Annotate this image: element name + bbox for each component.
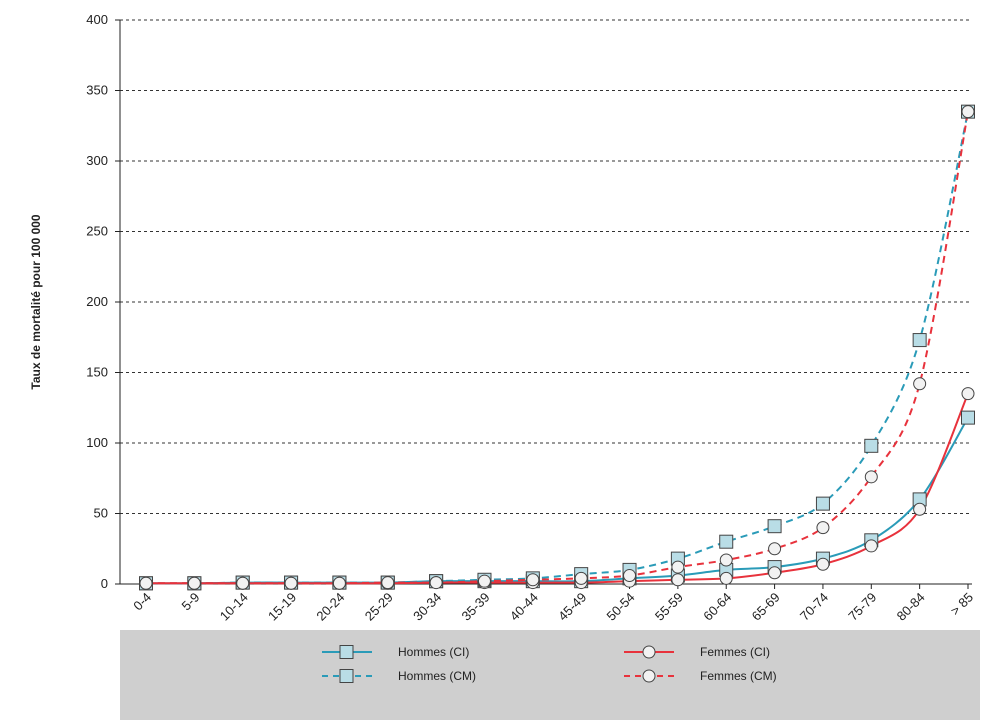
data-point-femmes-cm — [284, 576, 298, 590]
data-point-femmes-ci — [913, 502, 927, 516]
y-tick-label: 400 — [86, 12, 108, 27]
y-tick-label: 250 — [86, 224, 108, 239]
legend-box — [120, 630, 980, 720]
y-tick-label: 100 — [86, 435, 108, 450]
legend-label-hommes-cm: Hommes (CM) — [398, 669, 476, 683]
data-point-femmes-cm — [913, 377, 927, 391]
series-lines — [145, 111, 969, 585]
data-point-femmes-cm — [961, 105, 975, 119]
x-tick-label: 80-84 — [894, 590, 928, 624]
legend-label-femmes-cm: Femmes (CM) — [700, 669, 777, 683]
x-tick-label: 75-79 — [845, 590, 879, 624]
x-tick-label: 25-29 — [362, 590, 396, 624]
legend: Hommes (CI) Hommes (CM) Femmes (CI) Femm… — [322, 645, 777, 683]
x-tick-label: 5-9 — [179, 590, 203, 614]
data-point-femmes-ci — [768, 566, 782, 580]
data-point-hommes-cm — [719, 534, 734, 549]
data-point-hommes-cm — [767, 519, 782, 534]
legend-item-femmes-ci: Femmes (CI) — [624, 645, 770, 659]
data-point-femmes-cm — [816, 521, 830, 535]
data-point-femmes-cm — [719, 553, 733, 567]
data-point-femmes-cm — [623, 569, 637, 583]
x-tick-label: 60-64 — [700, 590, 734, 624]
x-tick-label: 20-24 — [313, 590, 347, 624]
data-point-femmes-cm — [236, 576, 250, 590]
data-point-femmes-cm — [864, 470, 878, 484]
data-point-femmes-cm — [477, 574, 491, 588]
y-tick-label: 300 — [86, 153, 108, 168]
series-line-femmes-cm — [146, 111, 969, 585]
x-tick-label: 10-14 — [217, 590, 251, 624]
legend-circle-marker — [642, 669, 656, 683]
x-tick-label: 55-59 — [652, 590, 686, 624]
legend-item-hommes-ci: Hommes (CI) — [322, 645, 469, 659]
data-point-femmes-cm — [574, 571, 588, 585]
legend-square-marker — [339, 645, 354, 659]
data-point-femmes-cm — [429, 576, 443, 590]
x-tick-label: > 85 — [947, 590, 976, 619]
x-tick-label: 30-34 — [410, 590, 444, 624]
x-tick-label: 50-54 — [604, 590, 638, 624]
data-point-femmes-ci — [671, 573, 685, 587]
gridlines — [120, 19, 972, 514]
y-tick-label: 50 — [94, 506, 108, 521]
legend-label-femmes-ci: Femmes (CI) — [700, 645, 770, 659]
x-tick-label: 65-69 — [749, 590, 783, 624]
data-point-hommes-ci — [961, 410, 975, 425]
x-tick-label: 0-4 — [130, 590, 154, 614]
series-markers — [139, 104, 975, 591]
legend-item-femmes-cm: Femmes (CM) — [624, 669, 777, 683]
legend-square-marker — [339, 669, 354, 683]
y-tick-label: 150 — [86, 365, 108, 380]
x-tick-label: 35-39 — [458, 590, 492, 624]
data-point-femmes-ci — [816, 557, 830, 571]
legend-item-hommes-cm: Hommes (CM) — [322, 669, 476, 683]
y-tick-label: 200 — [86, 294, 108, 309]
x-tick-labels: 0-4 5-9 10-14 15-19 20-24 25-29 30-34 35-39 40-4… — [130, 584, 976, 624]
data-point-femmes-cm — [768, 542, 782, 556]
data-point-femmes-ci — [864, 539, 878, 553]
data-point-hommes-cm — [864, 438, 879, 453]
x-tick-label: 15-19 — [265, 590, 299, 624]
y-axis-label: Taux de mortalité pour 100 000 — [29, 214, 43, 389]
legend-label-hommes-ci: Hommes (CI) — [398, 645, 469, 659]
data-point-hommes-cm — [815, 496, 830, 511]
legend-circle-marker — [642, 645, 656, 659]
x-tick-label: 45-49 — [555, 590, 589, 624]
x-tick-label: 40-44 — [507, 590, 541, 624]
y-tick-label: 0 — [101, 576, 108, 591]
data-point-femmes-ci — [719, 571, 733, 585]
series-line-femmes-ci — [146, 393, 969, 585]
data-point-femmes-ci — [961, 387, 975, 401]
x-tick-label: 70-74 — [797, 590, 831, 624]
data-point-femmes-cm — [332, 576, 346, 590]
data-point-hommes-cm — [912, 333, 927, 348]
data-point-femmes-cm — [139, 576, 153, 590]
y-tick-labels: 0 50 100 150 200 250 300 350 400 — [86, 12, 120, 591]
data-point-femmes-cm — [381, 576, 395, 590]
data-point-femmes-cm — [671, 560, 685, 574]
data-point-femmes-cm — [526, 573, 540, 587]
data-point-femmes-cm — [187, 576, 201, 590]
series-line-hommes-cm — [145, 111, 969, 585]
y-tick-label: 350 — [86, 83, 108, 98]
